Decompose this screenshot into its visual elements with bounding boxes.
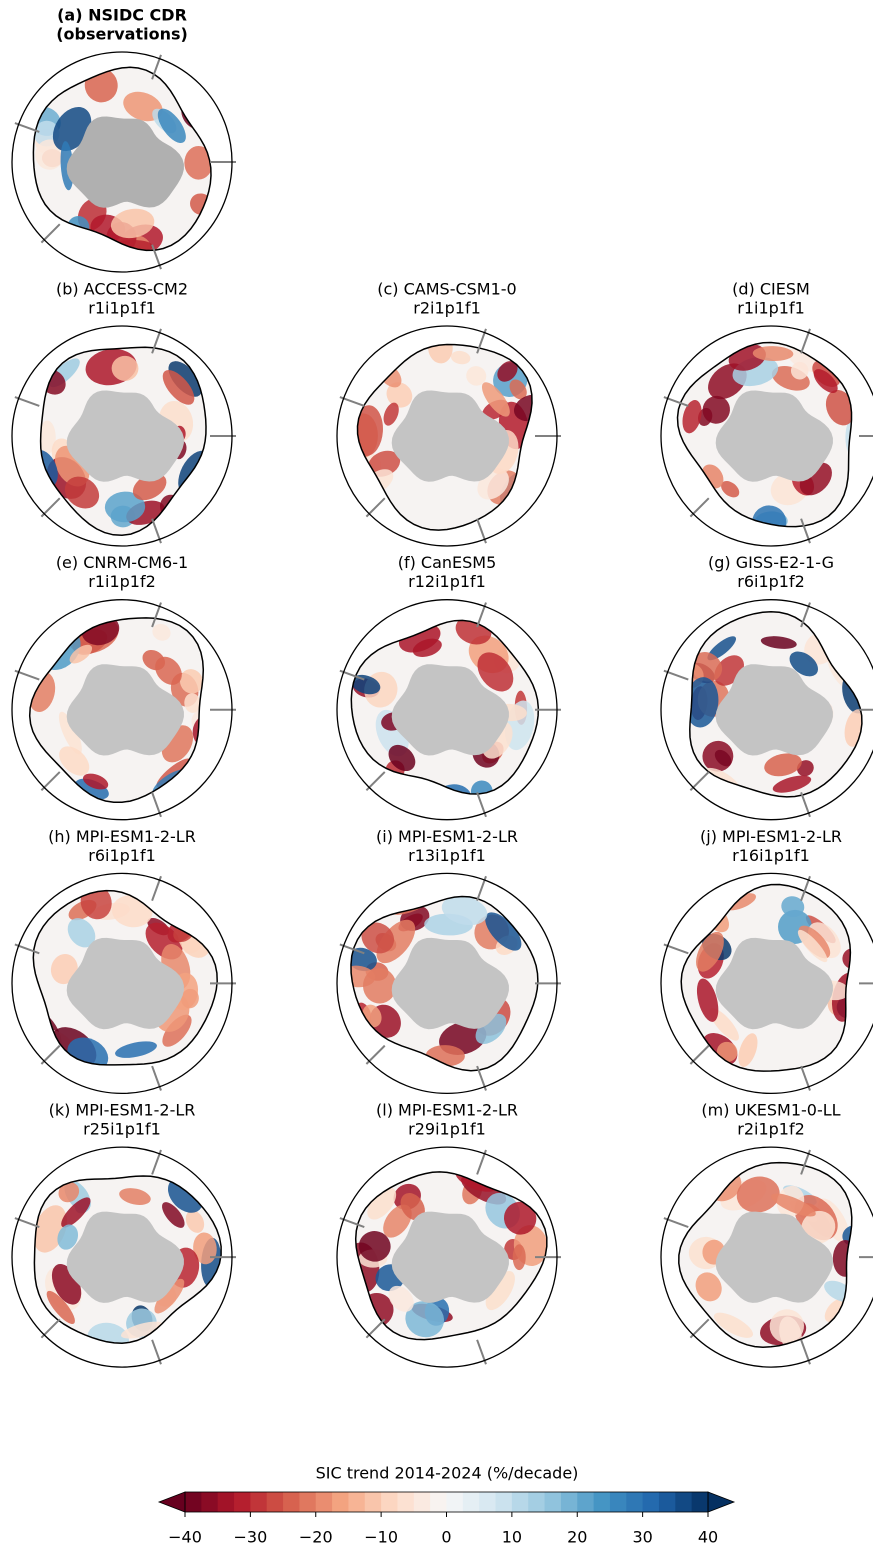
panel-subtitle: (observations) — [56, 25, 188, 44]
polar-map — [337, 600, 561, 820]
colorbar-level — [463, 1492, 480, 1512]
panel-subtitle: r25i1p1f1 — [83, 1120, 161, 1139]
panel-title: (h) MPI-ESM1-2-LR — [48, 827, 196, 846]
colorbar-tick-label: −10 — [364, 1528, 398, 1547]
panel-subtitle: r12i1p1f1 — [408, 572, 486, 591]
panel-subtitle: r29i1p1f1 — [408, 1120, 486, 1139]
colorbar-level — [201, 1492, 218, 1512]
colorbar-level — [250, 1492, 267, 1512]
colorbar-level — [675, 1492, 692, 1512]
colorbar-level — [267, 1492, 284, 1512]
polar-map — [12, 1147, 236, 1367]
colorbar-level — [610, 1492, 627, 1512]
panel-title: (f) CanESM5 — [398, 553, 497, 572]
panel-title: (i) MPI-ESM1-2-LR — [376, 827, 518, 846]
figure: SIC trend 2014-2024 (%/decade) (a) NSIDC… — [0, 0, 873, 1548]
colorbar-level — [430, 1492, 447, 1512]
polar-map — [661, 326, 873, 546]
panel-subtitle: r2i1p1f1 — [413, 299, 481, 318]
colorbar-tick-label: 20 — [567, 1528, 587, 1547]
colorbar-label: SIC trend 2014-2024 (%/decade) — [316, 1464, 579, 1483]
panel-title: (g) GISS-E2-1-G — [708, 553, 834, 572]
panel-title: (m) UKESM1-0-LL — [701, 1101, 840, 1120]
polar-map — [337, 326, 561, 546]
panel-title: (k) MPI-ESM1-2-LR — [49, 1101, 196, 1120]
panel-title: (c) CAMS-CSM1-0 — [377, 280, 516, 299]
colorbar-level — [447, 1492, 464, 1512]
colorbar-tick-label: 30 — [632, 1528, 652, 1547]
colorbar-level — [528, 1492, 545, 1512]
polar-map — [337, 873, 561, 1093]
panel-subtitle: r1i1p1f1 — [88, 299, 156, 318]
polar-map — [12, 326, 236, 546]
colorbar-level — [218, 1492, 235, 1512]
panel-subtitle: r1i1p1f1 — [737, 299, 805, 318]
panel-title: (e) CNRM-CM6-1 — [56, 553, 188, 572]
colorbar-level — [414, 1492, 431, 1512]
colorbar-level — [234, 1492, 251, 1512]
colorbar-level — [365, 1492, 382, 1512]
colorbar-extend-low — [159, 1492, 185, 1512]
colorbar-level — [381, 1492, 398, 1512]
colorbar-level — [545, 1492, 562, 1512]
panel-subtitle: r16i1p1f1 — [732, 846, 810, 865]
polar-map — [661, 1147, 873, 1367]
colorbar-level — [332, 1492, 349, 1512]
polar-map — [661, 873, 873, 1093]
colorbar-tick-label: 40 — [698, 1528, 718, 1547]
colorbar-tick-label: 10 — [502, 1528, 522, 1547]
colorbar-level — [348, 1492, 365, 1512]
colorbar-level — [512, 1492, 529, 1512]
colorbar-level — [626, 1492, 643, 1512]
colorbar-level — [561, 1492, 578, 1512]
polar-map — [12, 52, 236, 272]
colorbar-level — [316, 1492, 333, 1512]
colorbar-level — [479, 1492, 496, 1512]
colorbar-level — [496, 1492, 513, 1512]
panel-subtitle: r2i1p1f2 — [737, 1120, 805, 1139]
panel-subtitle: r13i1p1f1 — [408, 846, 486, 865]
panel-title: (b) ACCESS-CM2 — [56, 280, 188, 299]
polar-map — [12, 873, 236, 1093]
colorbar-tick-label: −20 — [299, 1528, 333, 1547]
polar-map — [661, 600, 873, 820]
panel-subtitle: r6i1p1f2 — [737, 572, 805, 591]
panel-title: (d) CIESM — [732, 280, 810, 299]
colorbar-level — [692, 1492, 709, 1512]
colorbar-level — [643, 1492, 660, 1512]
colorbar-level — [594, 1492, 611, 1512]
polar-map — [12, 600, 236, 820]
trend-patch — [513, 1244, 526, 1270]
colorbar-level — [299, 1492, 316, 1512]
polar-map — [337, 1147, 561, 1367]
colorbar-level — [185, 1492, 202, 1512]
colorbar-tick-label: −40 — [168, 1528, 202, 1547]
colorbar-level — [283, 1492, 300, 1512]
colorbar-extend-high — [708, 1492, 734, 1512]
colorbar-level — [659, 1492, 676, 1512]
panel-subtitle: r1i1p1f2 — [88, 572, 156, 591]
page: SIC trend 2014-2024 (%/decade) (a) NSIDC… — [0, 0, 873, 1548]
panel-title: (j) MPI-ESM1-2-LR — [700, 827, 842, 846]
colorbar-level — [577, 1492, 594, 1512]
colorbar-tick-label: −30 — [233, 1528, 267, 1547]
panel-subtitle: r6i1p1f1 — [88, 846, 156, 865]
panel-title: (l) MPI-ESM1-2-LR — [376, 1101, 518, 1120]
colorbar-level — [397, 1492, 414, 1512]
colorbar-tick-label: 0 — [441, 1528, 451, 1547]
panel-title: (a) NSIDC CDR — [57, 6, 187, 25]
